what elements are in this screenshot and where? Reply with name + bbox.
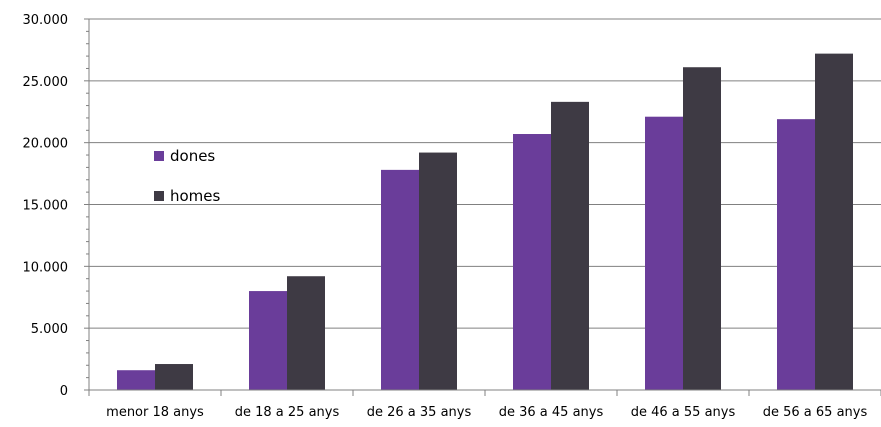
bar-dones: [249, 291, 287, 390]
gridlines: [89, 18, 881, 329]
bar-homes: [287, 276, 325, 390]
y-tick-label: 20.000: [23, 137, 69, 152]
y-tick-label: 30.000: [23, 13, 69, 28]
x-axis-ticks: [88, 390, 881, 396]
y-axis-labels: 0 5.000 10.000 15.000 20.000 25.000 30.000: [23, 13, 69, 399]
x-category-label: menor 18 anys: [106, 405, 204, 420]
legend-swatch-homes: [154, 191, 164, 201]
y-axis-ticks: [84, 18, 89, 391]
legend-item-dones: dones: [154, 147, 215, 165]
bar-dones: [645, 116, 683, 391]
bar-homes: [551, 101, 589, 391]
x-category-label: de 26 a 35 anys: [367, 405, 472, 420]
bar-dones: [513, 134, 551, 390]
x-category-label: de 36 a 45 anys: [499, 405, 604, 420]
bar-homes: [815, 53, 853, 390]
bar-dones: [381, 169, 419, 390]
y-tick-label: 5.000: [31, 322, 68, 337]
bars: [117, 53, 853, 391]
x-category-label: de 56 a 65 anys: [763, 405, 868, 420]
y-tick-label: 10.000: [23, 260, 69, 275]
legend-label-dones: dones: [170, 147, 215, 165]
x-axis-labels: menor 18 anys de 18 a 25 anys de 26 a 35 a…: [106, 405, 867, 420]
bar-dones: [117, 370, 155, 390]
legend-item-homes: homes: [154, 187, 221, 205]
x-category-label: de 46 a 55 anys: [631, 405, 736, 420]
y-tick-label: 15.000: [23, 199, 69, 214]
y-tick-label: 0: [60, 384, 68, 399]
bar-dones: [777, 119, 815, 391]
bar-homes: [155, 364, 193, 390]
bar-homes: [683, 67, 721, 390]
bar-homes: [419, 152, 457, 390]
legend-label-homes: homes: [170, 187, 221, 205]
y-tick-label: 25.000: [23, 75, 69, 90]
x-category-label: de 18 a 25 anys: [235, 405, 340, 420]
legend: dones homes: [154, 147, 221, 205]
legend-swatch-dones: [154, 151, 164, 161]
